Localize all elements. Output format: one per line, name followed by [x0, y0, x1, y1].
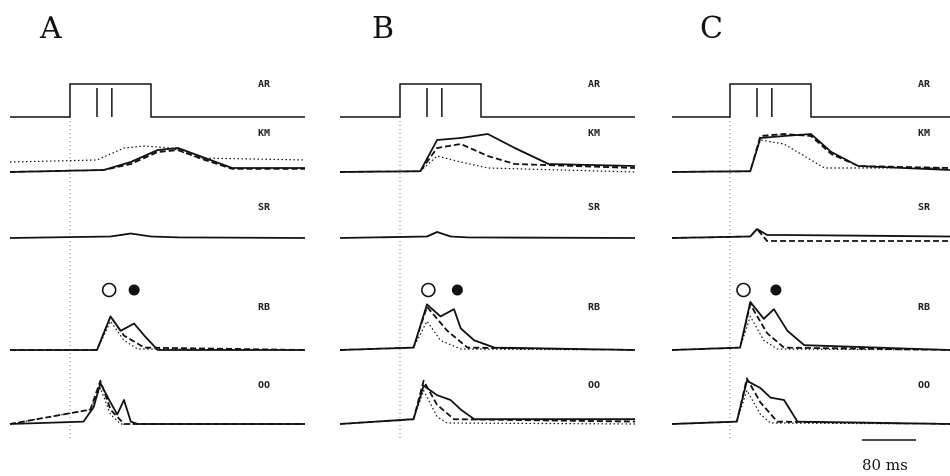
trace-a-rb-dashed [10, 315, 306, 351]
trace-a-rb-dotted [10, 320, 306, 351]
row-label-a-km: KM [258, 128, 270, 139]
open-circle-marker-c [736, 282, 751, 298]
row-label-b-sr: SR [588, 202, 601, 213]
filled-circle-marker-b [451, 284, 463, 296]
trace-b-sr-solid [339, 231, 636, 239]
row-label-a-oo: OO [258, 380, 270, 391]
trace-b-km-dotted [339, 155, 636, 173]
ar-stimulus-trace-b [340, 83, 635, 118]
trace-b-oo-dotted [339, 389, 636, 425]
trace-c-rb-dotted [671, 315, 950, 351]
trace-b-rb-dashed [339, 305, 636, 351]
trace-c-rb-solid [671, 301, 950, 351]
open-circle-marker-a [101, 282, 117, 298]
trace-a-km-dotted [9, 145, 306, 163]
open-circle-marker-b [421, 282, 436, 298]
filled-circle-marker-a [128, 284, 140, 296]
trace-a-oo-dotted [9, 387, 305, 425]
row-label-c-km: KM [918, 128, 930, 139]
filled-circle-marker-c [770, 284, 782, 296]
trace-c-rb-dashed [671, 303, 950, 351]
trace-b-oo-solid [339, 384, 635, 425]
row-label-a-sr: SR [258, 202, 271, 213]
panel-letter-b: B [372, 11, 394, 46]
trace-b-rb-solid [339, 303, 636, 351]
row-label-b-rb: RB [588, 302, 600, 313]
panel-letter-a: A [39, 11, 62, 46]
panel-letter-c: C [700, 11, 723, 46]
row-label-a-rb: RB [258, 302, 270, 313]
row-label-c-sr: SR [918, 202, 931, 213]
panel-c: C AR KM SR RB OO [671, 11, 950, 440]
row-label-a-ar: AR [258, 79, 271, 90]
row-label-c-oo: OO [918, 380, 930, 391]
trace-a-sr-solid [9, 232, 306, 239]
row-label-b-km: KM [588, 128, 600, 139]
panel-b: B AR KM SR RB OO [339, 11, 636, 440]
scale-bar-label: 80 ms [862, 456, 908, 474]
scale-bar-group: 80 ms [862, 439, 916, 474]
trace-c-sr-dashed [671, 228, 950, 242]
ar-stimulus-trace-a [10, 83, 305, 118]
row-label-c-ar: AR [918, 79, 931, 90]
panel-a: A AR KM SR RB OO [9, 11, 306, 440]
trace-c-km-dashed [671, 133, 950, 173]
trace-c-oo-dotted [671, 389, 950, 425]
trace-c-oo-dashed [671, 377, 950, 425]
trace-b-rb-dotted [339, 320, 636, 351]
trace-b-km-dashed [339, 143, 636, 173]
row-label-b-ar: AR [588, 79, 601, 90]
trace-b-oo-dashed [339, 379, 636, 425]
trace-a-rb-solid [10, 315, 305, 351]
trace-c-oo-solid [671, 379, 950, 425]
ar-stimulus-trace-c [672, 83, 950, 118]
row-label-b-oo: OO [588, 380, 600, 391]
row-label-c-rb: RB [918, 302, 930, 313]
trace-a-oo-solid [9, 382, 305, 425]
trace-a-km-solid [9, 147, 305, 173]
